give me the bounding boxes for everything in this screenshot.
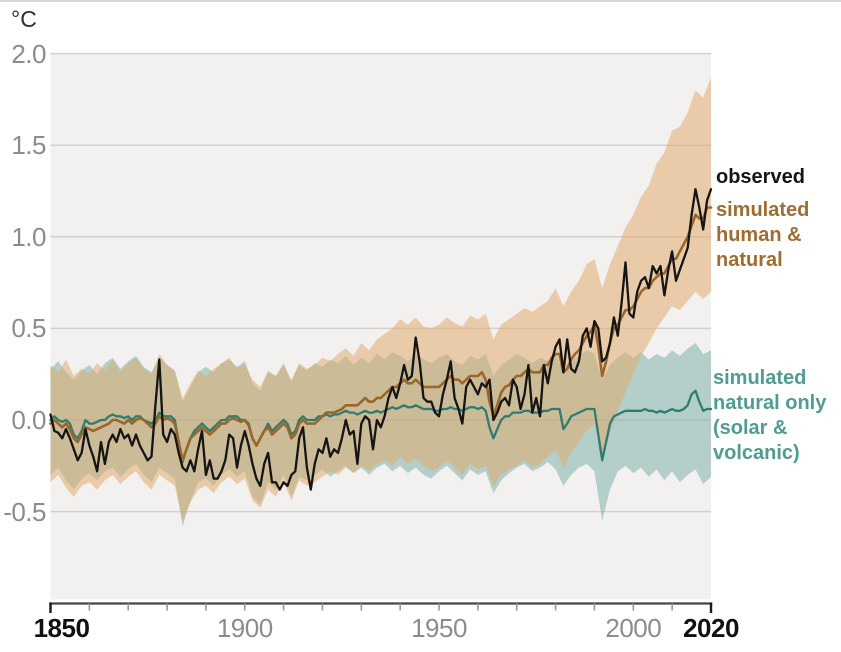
y-tick-label: 2.0: [11, 38, 46, 69]
y-tick-label: 1.0: [11, 221, 46, 252]
line-simulated-human-natural: [49, 206, 713, 462]
line-simulated-natural-only: [49, 389, 713, 464]
x-tick-label: 1900: [216, 613, 273, 643]
x-tick-label: 1950: [411, 613, 467, 643]
y-tick-label: 1.5: [11, 130, 46, 161]
y-tick-label: 0.0: [11, 404, 46, 435]
data-lines: [49, 188, 713, 491]
y-tick-label: 0.5: [11, 313, 46, 344]
line-observed: [49, 188, 713, 491]
y-tick-label: -0.5: [3, 496, 46, 527]
y-axis-unit-label: °C: [11, 6, 37, 32]
legend-observed: observed: [716, 166, 805, 188]
x-axis: [49, 602, 713, 613]
x-tick-label: 1850: [33, 613, 90, 643]
page-top-border: [0, 0, 841, 2]
legend-simulated-human-natural: simulated human & natural: [716, 199, 810, 271]
legend-simulated-natural-only: simulated natural only (solar & volcanic…: [713, 367, 827, 464]
x-tick-label: 2000: [605, 613, 662, 643]
x-tick-label: 2020: [683, 613, 739, 643]
